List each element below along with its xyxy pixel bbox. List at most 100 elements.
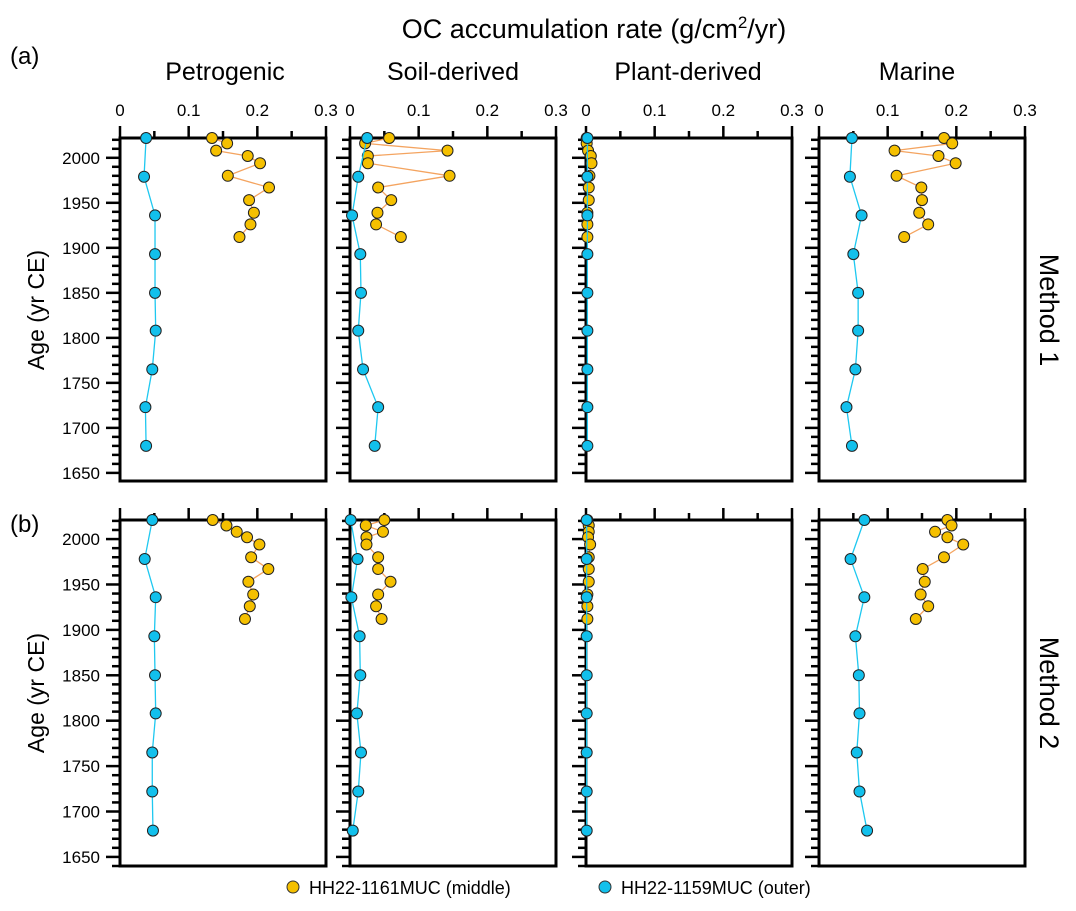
data-point-middle: [206, 514, 219, 526]
data-point-outer: [140, 132, 153, 144]
data-point-middle: [946, 137, 959, 150]
x-tick-label: 0.2: [712, 101, 736, 120]
data-point-outer: [840, 401, 853, 414]
data-point-middle: [945, 519, 958, 532]
x-tick-label: 0.2: [476, 101, 500, 120]
data-point-middle: [361, 157, 374, 170]
y-tick-label: 1650: [62, 464, 100, 483]
column-title-petrogenic: Petrogenic: [165, 58, 285, 86]
legend-label-middle: HH22-1161MUC (middle): [309, 878, 511, 898]
data-point-outer: [580, 746, 593, 759]
data-point-middle: [247, 206, 260, 219]
data-point-outer: [146, 785, 159, 798]
data-point-middle: [370, 218, 383, 231]
data-point-outer: [852, 324, 865, 337]
plot-frame: [118, 518, 328, 868]
data-point-middle: [263, 181, 276, 194]
data-point-middle: [360, 538, 373, 551]
y-tick-label: 1700: [62, 419, 100, 438]
data-point-middle: [581, 612, 594, 625]
data-point-middle: [394, 231, 407, 244]
panel-soil-derived-b: [336, 508, 558, 868]
y-tick-label: 1750: [62, 757, 100, 776]
data-point-middle: [937, 132, 950, 144]
data-point-middle: [241, 150, 254, 163]
y-tick-label: 2000: [62, 530, 100, 549]
data-point-middle: [206, 132, 219, 144]
chart-title: OC accumulation rate (g/cm2/yr): [402, 13, 787, 44]
data-point-middle: [385, 194, 398, 207]
legend-marker-middle: [286, 880, 300, 894]
y-tick-label: 1850: [62, 284, 100, 303]
x-tick-label: 0.3: [544, 101, 568, 120]
data-point-outer: [853, 707, 866, 720]
x-tick-label: 0.3: [1013, 101, 1037, 120]
x-tick-label: 0: [115, 101, 124, 120]
panel-soil-derived-a: 0 0.1 0.2 0.3: [336, 101, 568, 483]
data-point-middle: [937, 551, 950, 564]
data-point-outer: [852, 669, 865, 682]
panels: 0 0.1 0.2 0.3 2000 1950 1900 1850 1800 1750 1700 16…: [62, 101, 1037, 868]
data-point-middle: [241, 531, 254, 544]
data-point-outer: [580, 785, 593, 798]
data-point-outer: [352, 785, 365, 798]
data-point-outer: [858, 514, 871, 526]
data-point-middle: [584, 538, 597, 551]
data-point-middle: [220, 519, 233, 532]
x-tick-label: 0: [581, 101, 590, 120]
data-point-outer: [146, 514, 159, 526]
data-point-middle: [253, 538, 266, 551]
data-point-outer: [146, 824, 159, 837]
data-point-outer: [345, 591, 358, 604]
data-point-outer: [580, 553, 593, 566]
y-tick-label: 1700: [62, 803, 100, 822]
data-point-middle: [916, 563, 929, 576]
data-point-middle: [888, 144, 901, 157]
data-point-outer: [149, 707, 162, 720]
panel-marine-a: 0 0.1 0.2 0.3: [805, 101, 1037, 483]
y-tick-label: 1800: [62, 712, 100, 731]
data-point-middle: [582, 563, 595, 576]
data-point-middle: [243, 600, 256, 613]
data-point-outer: [581, 401, 594, 414]
data-point-middle: [370, 600, 383, 613]
data-point-middle: [262, 563, 275, 576]
data-point-outer: [855, 209, 868, 222]
data-point-middle: [582, 575, 595, 588]
data-point-middle: [914, 588, 927, 601]
data-point-middle: [441, 144, 454, 157]
data-point-middle: [230, 525, 243, 538]
data-point-middle: [372, 588, 385, 601]
data-point-middle: [378, 514, 391, 526]
data-point-middle: [913, 206, 926, 219]
data-point-outer: [146, 746, 159, 759]
data-point-outer: [861, 824, 874, 837]
data-point-middle: [233, 231, 246, 244]
data-point-outer: [354, 248, 367, 261]
column-title-soil-derived: Soil-derived: [387, 58, 519, 86]
data-point-middle: [210, 144, 223, 157]
row-label-a: (a): [10, 43, 39, 70]
y-axis-title-a: Age (yr CE): [23, 250, 49, 370]
data-point-outer: [852, 286, 865, 299]
data-point-middle: [243, 194, 256, 207]
data-point-outer: [346, 209, 359, 222]
data-point-outer: [146, 363, 159, 376]
x-tick-label: 0.1: [643, 101, 667, 120]
x-tick-label: 0: [345, 101, 354, 120]
data-point-middle: [221, 169, 234, 182]
data-point-outer: [580, 824, 593, 837]
legend: HH22-1161MUC (middle) HH22-1159MUC (oute…: [286, 878, 811, 898]
data-point-outer: [140, 439, 153, 452]
data-point-outer: [580, 514, 593, 526]
data-point-outer: [361, 132, 374, 144]
method-label-1: Method 1: [1034, 254, 1064, 367]
data-point-outer: [350, 707, 363, 720]
data-point-outer: [581, 439, 594, 452]
data-point-middle: [245, 551, 258, 564]
data-point-outer: [580, 669, 593, 682]
data-point-outer: [581, 209, 594, 222]
data-point-outer: [581, 324, 594, 337]
x-tick-label: 0.1: [407, 101, 431, 120]
data-point-outer: [581, 170, 594, 183]
